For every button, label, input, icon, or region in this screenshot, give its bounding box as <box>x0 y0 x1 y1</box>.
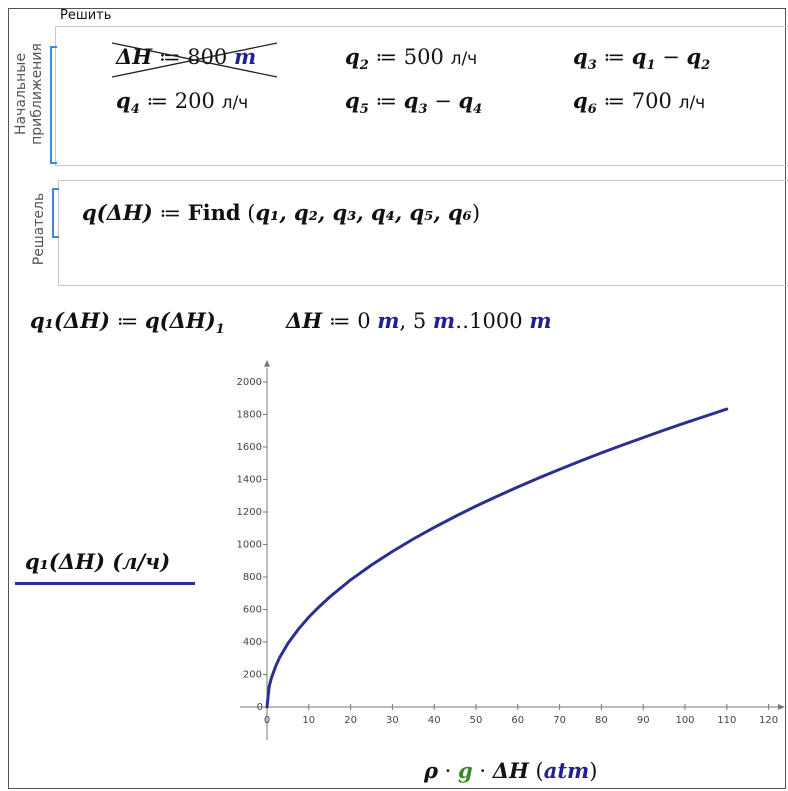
dh-guess-expression[interactable]: ΔH ≔ 800 m <box>112 42 278 78</box>
legend-swatch <box>15 582 195 585</box>
solve-block-label: Решить <box>60 8 112 23</box>
q3-guess-expression[interactable]: q3 ≔ q1 − q2 <box>573 44 711 74</box>
solver-bracket <box>52 188 59 238</box>
legend-label: q₁(ΔH) (л/ч) <box>25 549 171 574</box>
find-expression[interactable]: q(ΔH) ≔ Find (q₁, q₂, q₃, q₄, q₅, q₆) <box>82 200 481 225</box>
q4-guess-expression[interactable]: q4 ≔ 200 л/ч <box>116 88 249 118</box>
q2-guess-expression[interactable]: q2 ≔ 500 л/ч <box>345 44 478 74</box>
worksheet-frame <box>8 8 786 789</box>
range-definition[interactable]: ΔH ≔ 0 m, 5 m‥1000 m <box>286 308 552 333</box>
q5-guess-expression[interactable]: q5 ≔ q3 − q4 <box>345 88 483 118</box>
solver-region <box>58 180 788 286</box>
x-axis-label: ρ · g · ΔH (atm) <box>424 758 598 783</box>
initial-guesses-label: Начальные приближения <box>13 43 45 145</box>
disabled-cross-icon <box>112 42 278 78</box>
initial-guesses-region <box>55 26 788 166</box>
q6-guess-expression[interactable]: q6 ≔ 700 л/ч <box>573 88 706 118</box>
q1-definition[interactable]: q₁(ΔH) ≔ q(ΔH)1 <box>30 308 225 338</box>
solver-label: Решатель <box>31 192 47 266</box>
initial-guesses-bracket <box>50 46 57 164</box>
